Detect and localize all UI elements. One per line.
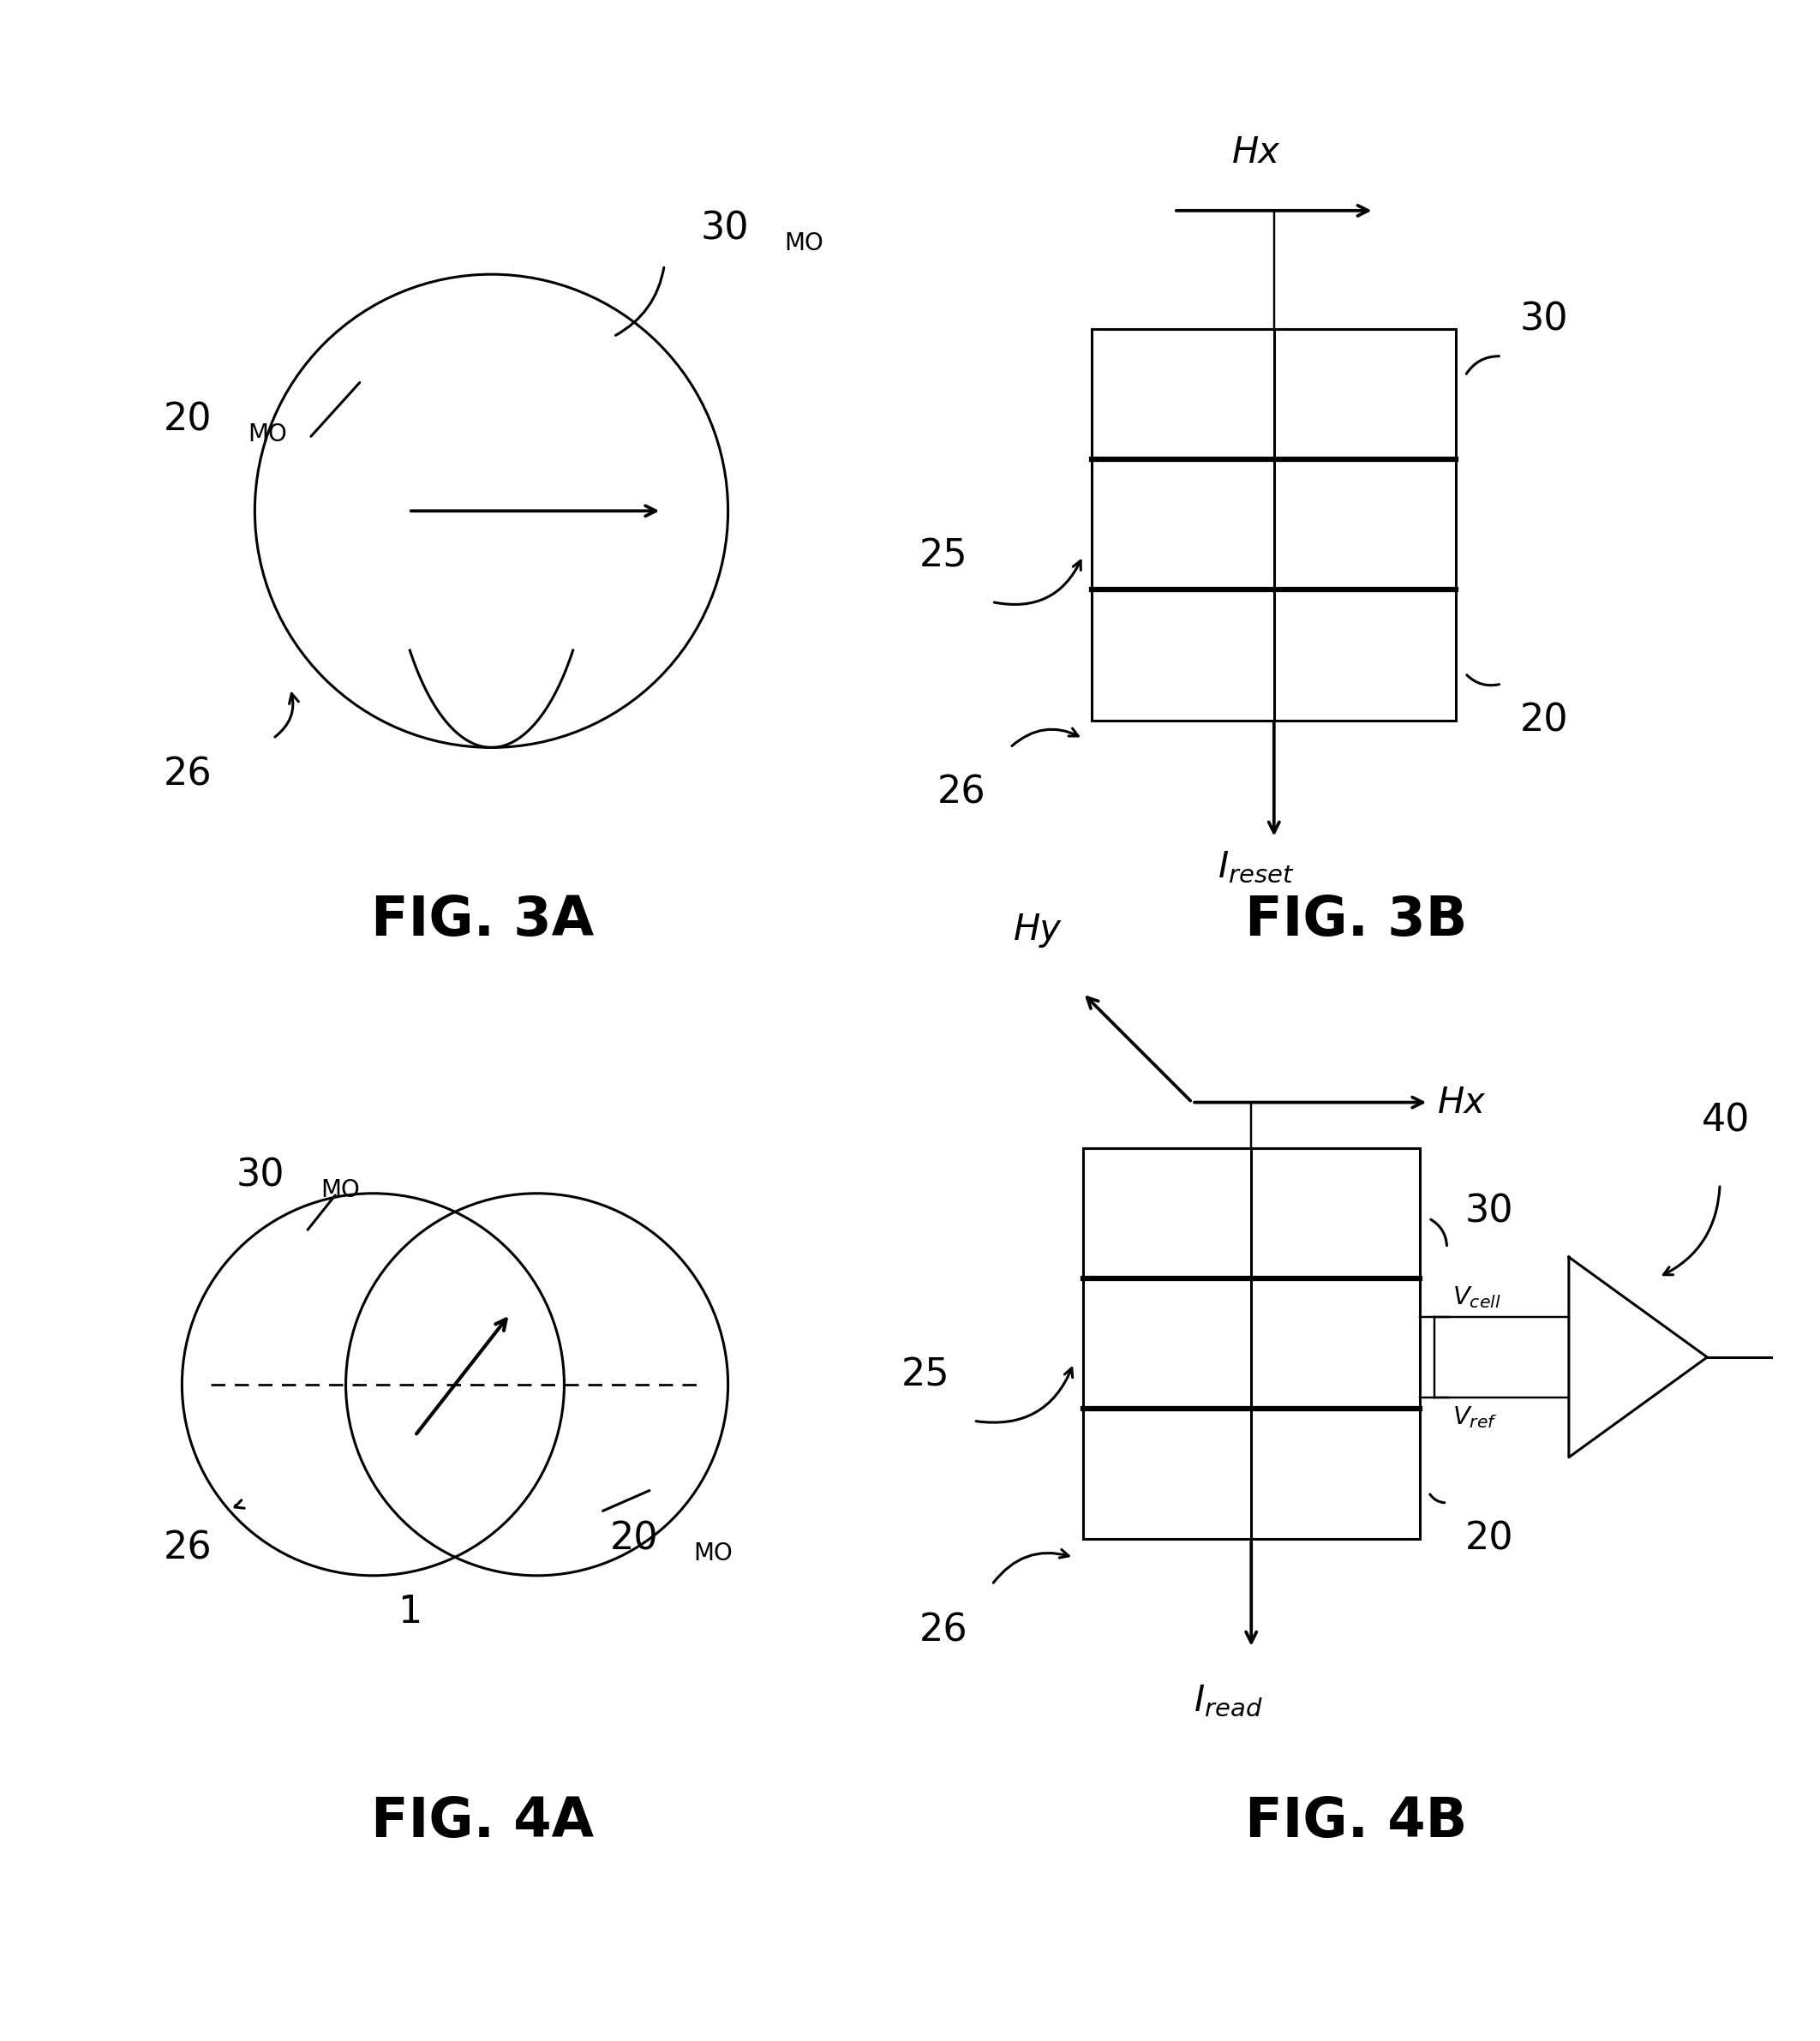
Text: 26: 26 xyxy=(937,776,986,812)
Text: 30: 30 xyxy=(1520,302,1569,339)
Text: MO: MO xyxy=(693,1541,733,1565)
FancyArrowPatch shape xyxy=(1663,1186,1720,1276)
Text: 20: 20 xyxy=(1465,1521,1514,1557)
Text: MO: MO xyxy=(248,422,288,447)
Text: 30: 30 xyxy=(1465,1194,1514,1231)
Text: FIG. 4A: FIG. 4A xyxy=(371,1794,593,1847)
Text: $I_{reset}$: $I_{reset}$ xyxy=(1218,849,1294,886)
Bar xyxy=(1092,329,1456,720)
Bar xyxy=(1083,1147,1420,1539)
FancyArrowPatch shape xyxy=(1012,729,1077,745)
Text: MO: MO xyxy=(320,1178,360,1202)
Text: 20: 20 xyxy=(1520,702,1569,739)
Text: $I_{read}$: $I_{read}$ xyxy=(1194,1684,1263,1719)
Text: 26: 26 xyxy=(164,1531,213,1567)
FancyArrowPatch shape xyxy=(994,561,1081,604)
Text: FIG. 4B: FIG. 4B xyxy=(1245,1794,1467,1847)
Text: MO: MO xyxy=(784,231,824,255)
Text: 25: 25 xyxy=(901,1357,950,1394)
Text: 26: 26 xyxy=(919,1612,968,1649)
Text: $V_{ref}$: $V_{ref}$ xyxy=(1452,1404,1498,1431)
Text: 40: 40 xyxy=(1702,1102,1751,1139)
Text: FIG. 3B: FIG. 3B xyxy=(1245,894,1467,947)
Text: 30: 30 xyxy=(701,210,750,247)
FancyArrowPatch shape xyxy=(235,1500,244,1508)
Text: 20: 20 xyxy=(610,1521,659,1557)
Text: 26: 26 xyxy=(164,757,213,794)
FancyArrowPatch shape xyxy=(275,694,298,737)
Text: Hy: Hy xyxy=(1014,912,1061,947)
Text: Hx: Hx xyxy=(1438,1084,1485,1121)
FancyArrowPatch shape xyxy=(994,1549,1068,1582)
Text: 20: 20 xyxy=(164,402,213,439)
Text: $V_{cell}$: $V_{cell}$ xyxy=(1452,1284,1501,1310)
Text: Hx: Hx xyxy=(1232,135,1279,171)
Text: 25: 25 xyxy=(919,539,968,576)
Text: 30: 30 xyxy=(237,1157,286,1194)
Text: FIG. 3A: FIG. 3A xyxy=(371,894,593,947)
FancyArrowPatch shape xyxy=(976,1367,1072,1423)
Text: 1: 1 xyxy=(397,1594,422,1631)
